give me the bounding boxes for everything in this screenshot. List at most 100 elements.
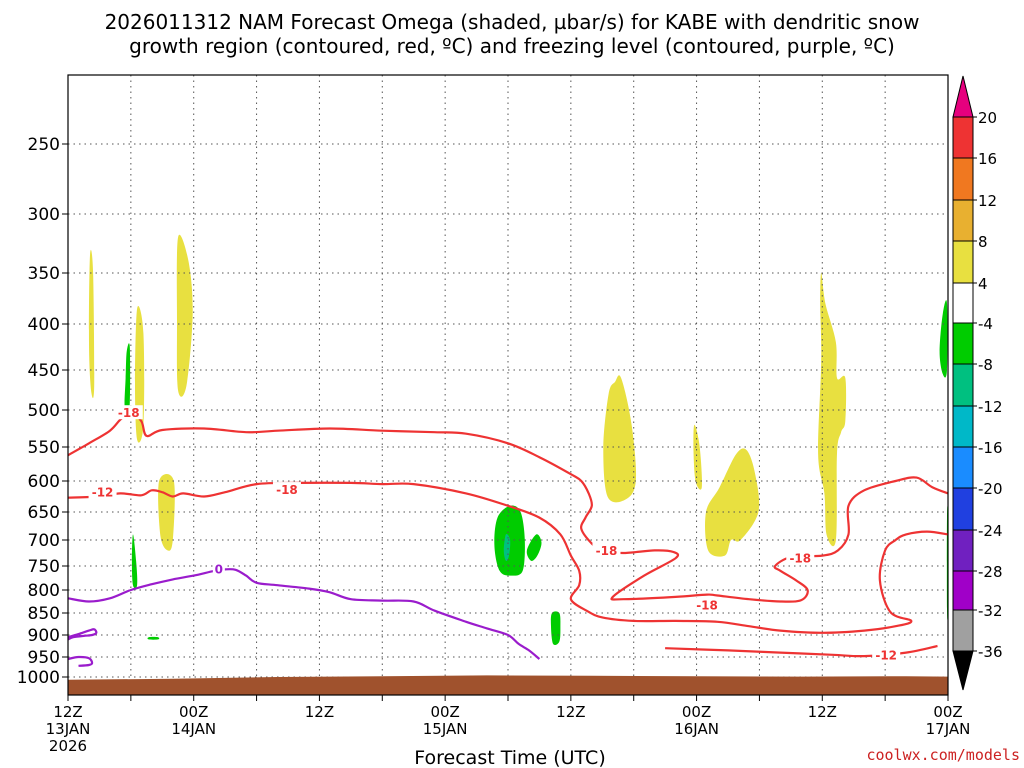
chart-title-line-1: 2026011312 NAM Forecast Omega (shaded, µ…	[105, 10, 920, 34]
x-tick-label: 15JAN	[423, 720, 468, 738]
x-tick-label: 14JAN	[171, 720, 216, 738]
y-tick-label: 700	[28, 531, 60, 551]
colorbar-swatch	[952, 363, 974, 407]
omega-shading	[88, 234, 949, 646]
colorbar-swatch	[952, 446, 974, 489]
x-tick-label: 12Z	[808, 703, 837, 721]
x-tick-label: 2026	[49, 737, 87, 755]
y-tick-label: 300	[28, 205, 60, 225]
dendritic-contour-label: -18	[596, 544, 618, 558]
dendritic-contour-line-2	[67, 481, 949, 634]
ground	[68, 675, 948, 695]
omega-region-17	[503, 533, 511, 561]
y-tick-label: 600	[28, 472, 60, 492]
credit-text: coolwx.com/models	[866, 746, 1020, 764]
colorbar-label: -24	[978, 522, 1003, 540]
colorbar-bottom-arrow	[952, 650, 974, 691]
x-tick-label: 16JAN	[674, 720, 719, 738]
dendritic-contour-label-bg	[272, 482, 301, 497]
omega-region-7	[705, 448, 760, 557]
omega-region-10	[131, 534, 138, 589]
y-tick-label: 450	[28, 361, 60, 381]
colorbar-label: 16	[978, 150, 997, 168]
y-tick-label: 750	[28, 557, 60, 577]
colorbar-label: -36	[978, 643, 1003, 661]
y-tick-label: 850	[28, 604, 60, 624]
omega-region-13	[550, 611, 561, 646]
dendritic-contour-label-bg	[592, 542, 621, 557]
y-tick-label: 400	[28, 315, 60, 335]
x-axis-label: Forecast Time (UTC)	[414, 747, 605, 768]
x-tick-label: 00Z	[933, 703, 962, 721]
colorbar-swatch	[952, 487, 974, 531]
freezing-contour-label-bg	[212, 561, 225, 576]
colorbar-label: 20	[978, 109, 997, 127]
dendritic-contour-label: -18	[118, 406, 140, 420]
dendritic-contour-label: -12	[92, 486, 114, 500]
dendritic-contour-label: -18	[696, 599, 718, 613]
omega-region-14	[939, 300, 948, 378]
colorbar-label: 12	[978, 192, 997, 210]
colorbar-swatch	[952, 570, 974, 611]
y-tick-label: 900	[28, 626, 60, 646]
omega-region-3	[176, 234, 193, 397]
x-tick-label: 17JAN	[926, 720, 971, 738]
omega-region-9	[124, 343, 131, 411]
colorbar-swatch	[952, 116, 974, 159]
colorbar-swatch	[952, 322, 974, 365]
ground-fill	[68, 675, 948, 695]
colorbar-swatch	[952, 199, 974, 242]
y-tick-label: 950	[28, 648, 60, 668]
colorbar-label: 4	[978, 275, 988, 293]
colorbar-swatch	[952, 282, 974, 324]
freezing-contour-line-3	[67, 655, 94, 667]
x-tick-label: 00Z	[179, 703, 208, 721]
dendritic-contour-label-bg	[786, 550, 815, 565]
colorbar-swatch	[952, 529, 974, 572]
colorbar-swatch	[952, 157, 974, 201]
dendritic-contour-label: -18	[789, 552, 811, 566]
dendritic-contour-label-bg	[693, 597, 722, 612]
colorbar: 20 16 12 8 4 -4 -8 -12 -16 -20 -24 -28 -32 -36	[952, 75, 1003, 691]
dendritic-contour-label-bg	[872, 647, 901, 662]
omega-region-1	[88, 249, 95, 399]
y-tick-label: 250	[28, 135, 60, 155]
x-tick-label: 00Z	[682, 703, 711, 721]
colorbar-label: -8	[978, 356, 993, 374]
omega-region-6	[693, 424, 702, 490]
colorbar-label: -28	[978, 563, 1003, 581]
colorbar-label: -32	[978, 602, 1003, 620]
y-tick-label: 350	[28, 264, 60, 284]
y-tick-label: 650	[28, 503, 60, 523]
dendritic-contour-label: -18	[276, 483, 298, 497]
x-tick-label: 13JAN	[46, 720, 91, 738]
colorbar-label: -4	[978, 315, 993, 333]
colorbar-swatch	[952, 609, 974, 652]
freezing-contour-line-2	[67, 628, 98, 641]
omega-region-12	[526, 534, 542, 561]
x-tick-label: 00Z	[430, 703, 459, 721]
dendritic-contour-label-bg	[88, 484, 117, 499]
chart-title-line-2: growth region (contoured, red, ºC) and f…	[129, 34, 895, 58]
dendritic-contours: -18 -12 -18 -18 -18 -18 -12	[67, 405, 949, 662]
x-tick-label: 12Z	[305, 703, 334, 721]
y-tick-label: 800	[28, 581, 60, 601]
dendritic-contour-line-7	[665, 644, 938, 658]
colorbar-swatch	[952, 405, 974, 448]
colorbar-label: 8	[978, 233, 988, 251]
colorbar-label: -16	[978, 439, 1003, 457]
dendritic-contour-label: -12	[875, 648, 897, 662]
y-tick-label: 500	[28, 401, 60, 421]
omega-region-16	[147, 636, 160, 640]
colorbar-label: -12	[978, 398, 1003, 416]
x-tick-label: 12Z	[556, 703, 585, 721]
freezing-contour-line-1	[67, 568, 541, 660]
colorbar-top-arrow	[952, 75, 974, 118]
freezing-contour-label: 0	[215, 562, 223, 576]
freezing-level-contours: 0	[67, 561, 541, 667]
y-tick-label: 550	[28, 438, 60, 458]
colorbar-label: -20	[978, 480, 1003, 498]
colorbar-swatch	[952, 240, 974, 284]
